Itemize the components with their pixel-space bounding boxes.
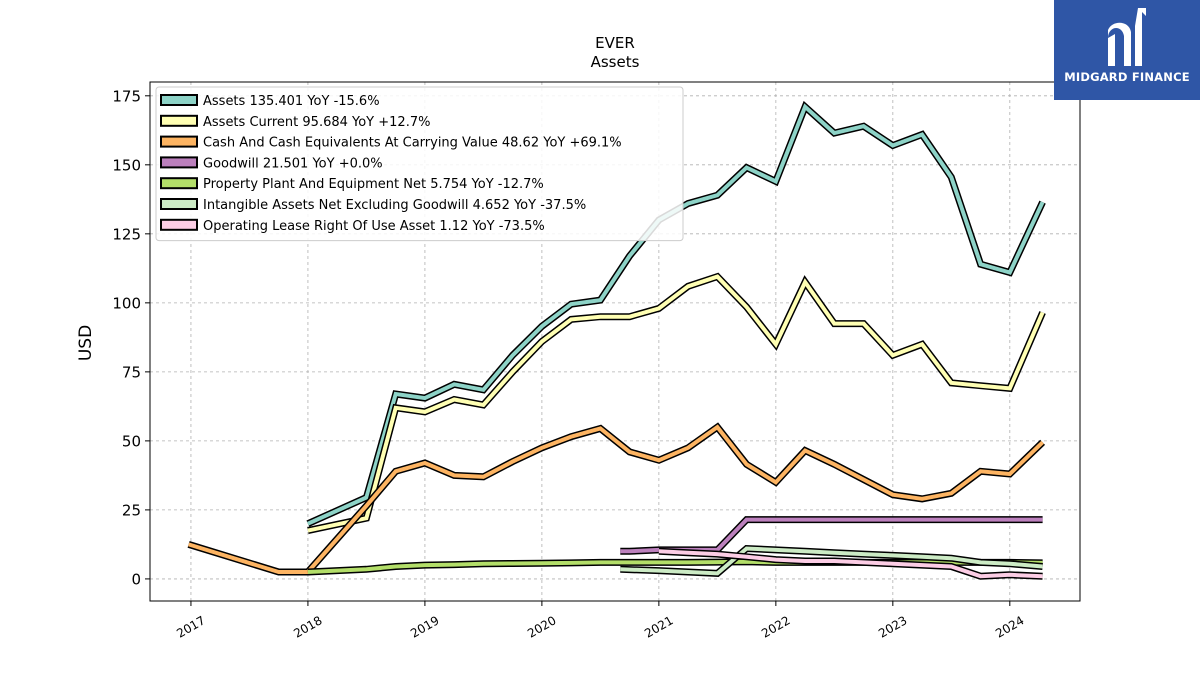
legend-item: Goodwill 21.501 YoY +0.0%	[160, 156, 383, 171]
legend-swatch	[160, 198, 198, 210]
series-path	[658, 549, 1043, 579]
series-line-3	[620, 516, 1043, 555]
legend-label: Property Plant And Equipment Net 5.754 Y…	[203, 177, 544, 192]
legend-swatch	[160, 156, 198, 169]
legend-swatch	[160, 114, 198, 127]
legend-swatch	[160, 218, 198, 231]
series-line-6	[658, 547, 1043, 580]
brand-name: MIDGARD FINANCE	[1064, 70, 1190, 84]
legend-item: Cash And Cash Equivalents At Carrying Va…	[160, 135, 622, 151]
series-path	[307, 103, 1045, 526]
x-tick-label: 2020	[525, 613, 558, 640]
midgard-logo-icon	[1108, 8, 1146, 66]
legend-item: Assets Current 95.684 YoY +12.7%	[160, 114, 430, 130]
legend-label: Goodwill 21.501 YoY +0.0%	[203, 156, 383, 171]
y-tick-label: 50	[122, 432, 141, 450]
series-path	[307, 274, 1045, 533]
series-outline	[307, 272, 1046, 535]
series-path	[620, 546, 1043, 576]
legend-label: Intangible Assets Net Excluding Goodwill…	[203, 198, 586, 213]
y-axis-label: USD	[76, 325, 96, 361]
series-line-5	[620, 544, 1043, 577]
x-tick-label: 2018	[291, 613, 324, 640]
chart-subtitle: Assets	[591, 53, 640, 71]
y-tick-label: 125	[112, 225, 141, 243]
x-tick-label: 2022	[759, 613, 792, 640]
legend-item: Property Plant And Equipment Net 5.754 Y…	[160, 177, 544, 192]
series-outline	[620, 516, 1043, 555]
legend-label: Cash And Cash Equivalents At Carrying Va…	[203, 136, 622, 151]
y-tick-label: 175	[112, 87, 141, 105]
legend-swatch	[160, 177, 198, 190]
legend-item: Intangible Assets Net Excluding Goodwill…	[160, 198, 586, 213]
y-axis: 0 25 50 75 100 125 150 175	[112, 87, 150, 588]
brand-logo: MIDGARD FINANCE	[1054, 0, 1200, 100]
x-tick-label: 2021	[642, 613, 675, 640]
legend-box	[155, 86, 684, 242]
legend-item: Assets 135.401 YoY -15.6%	[160, 94, 380, 109]
legend-label: Assets Current 95.684 YoY +12.7%	[203, 115, 430, 130]
legend-label: Assets 135.401 YoY -15.6%	[203, 94, 380, 109]
y-tick-label: 0	[131, 570, 141, 588]
y-tick-label: 25	[122, 501, 141, 519]
x-axis: 2017 2018 2019 2020 2021 2022 2023 2024	[174, 601, 1027, 641]
series-line-0	[306, 100, 1046, 527]
legend: Assets 135.401 YoY -15.6% Assets Current …	[155, 86, 684, 242]
series-layer	[187, 100, 1046, 580]
x-tick-label: 2017	[174, 613, 207, 640]
legend-item: Operating Lease Right Of Use Asset 1.12 …	[160, 218, 545, 234]
y-tick-label: 100	[112, 294, 141, 312]
plot-frame	[149, 81, 1081, 602]
legend-swatch	[160, 135, 198, 148]
series-path	[188, 424, 1044, 574]
y-tick-label: 75	[122, 363, 141, 381]
legend-label: Operating Lease Right Of Use Asset 1.12 …	[203, 219, 545, 234]
y-tick-label: 150	[112, 156, 141, 174]
series-line-1	[307, 272, 1046, 535]
chart-title: EVER	[595, 34, 635, 52]
x-tick-label: 2024	[993, 613, 1026, 640]
x-tick-label: 2023	[876, 613, 909, 640]
x-tick-label: 2019	[408, 613, 441, 640]
series-line-2	[187, 422, 1046, 576]
legend-swatch	[160, 94, 198, 106]
